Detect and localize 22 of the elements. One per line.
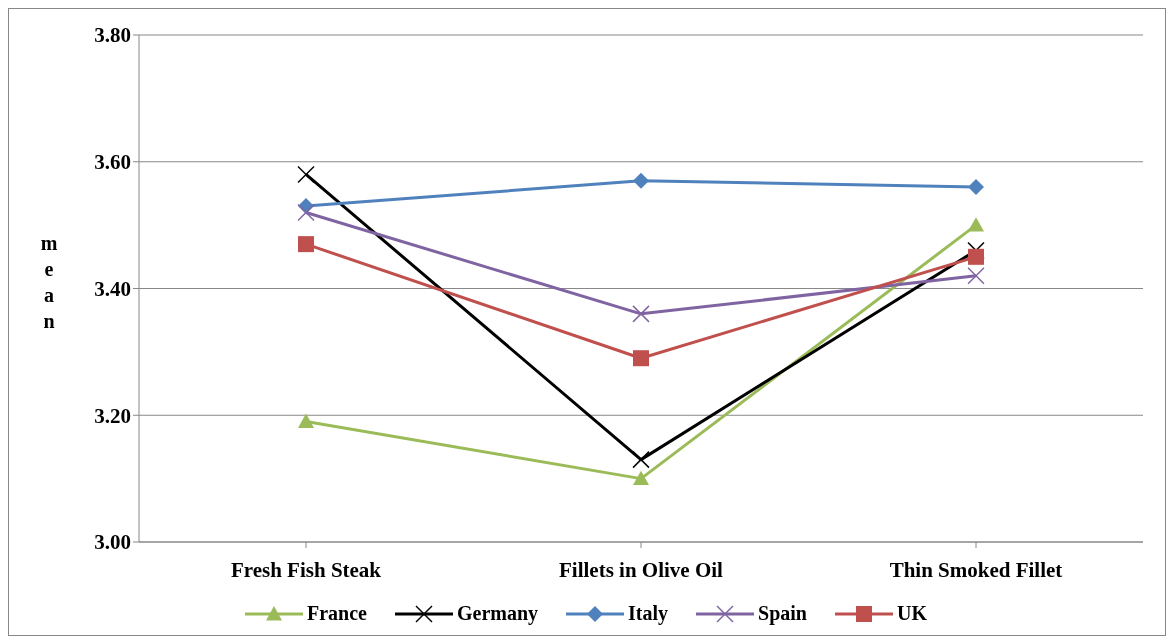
point xyxy=(298,236,314,253)
point xyxy=(298,413,314,428)
point xyxy=(968,217,984,232)
point xyxy=(968,179,984,196)
point xyxy=(633,470,649,486)
y-tick-label: 3.60 xyxy=(94,150,131,175)
x-tick-label: Fillets in Olive Oil xyxy=(559,557,724,582)
legend-label: Germany xyxy=(456,602,539,625)
point xyxy=(633,172,649,189)
legend-label: Italy xyxy=(628,602,669,625)
y-tick-label: 3.20 xyxy=(94,403,131,428)
x-tick-label: Fresh Fish Steak xyxy=(230,557,382,582)
point xyxy=(633,350,649,367)
legend-label: Spain xyxy=(758,602,807,625)
y-tick-label: 3.00 xyxy=(94,530,131,555)
legend-label: France xyxy=(306,602,367,625)
y-axis-title: mean xyxy=(40,231,58,332)
x-tick-label: Thin Smoked Fillet xyxy=(889,557,1063,582)
point xyxy=(968,248,984,265)
y-tick-label: 3.40 xyxy=(94,276,131,301)
y-tick-label: 3.80 xyxy=(94,23,131,48)
legend-label: UK xyxy=(897,602,927,625)
